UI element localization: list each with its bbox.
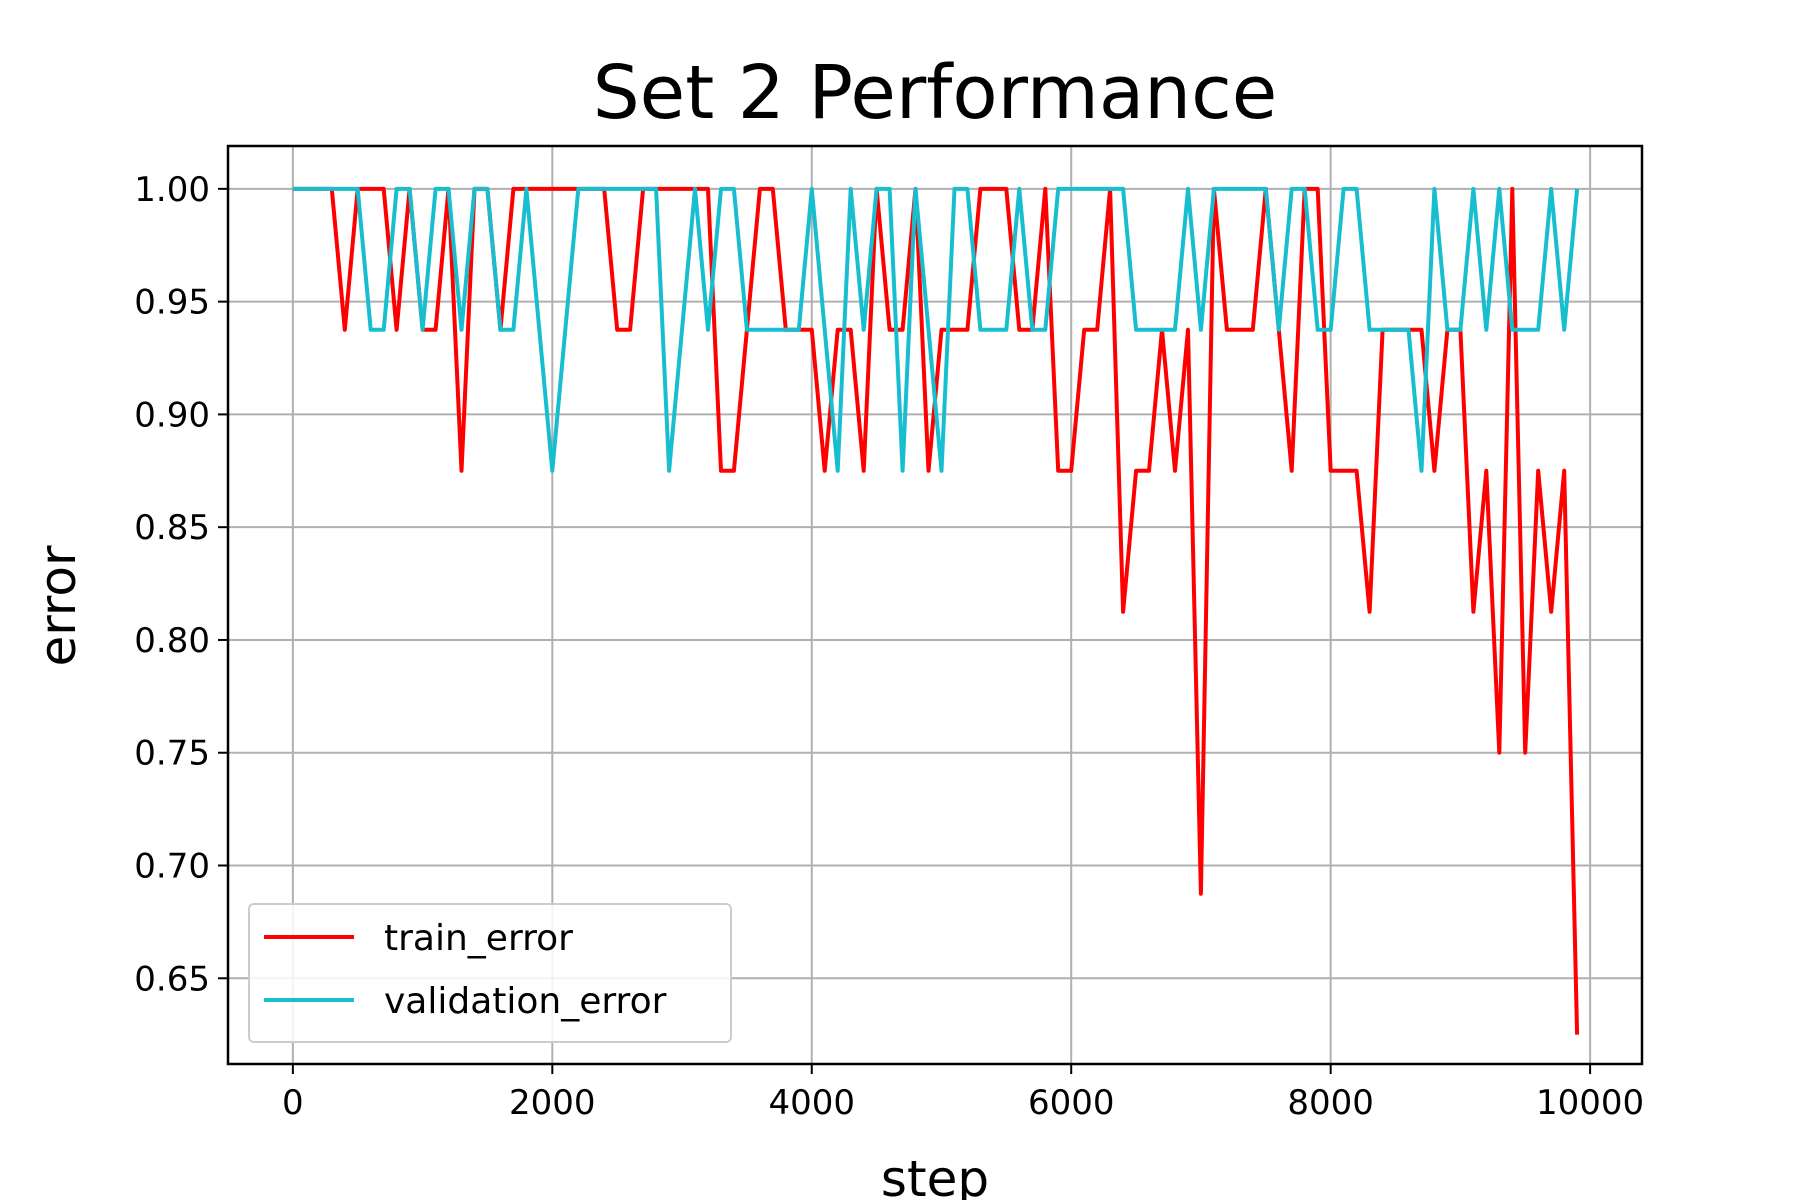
x-tick-label: 8000 [1287,1083,1374,1123]
x-tick-label: 4000 [768,1083,855,1123]
y-axis-label: error [29,545,87,666]
y-tick-label: 0.80 [134,621,210,661]
legend-label-train-error: train_error [384,918,573,959]
grid [228,146,1642,1064]
series-line-validation-error [292,186,1580,473]
y-tick-label: 0.90 [134,395,210,435]
plot-frame [226,144,1644,1066]
x-tick-label: 0 [282,1083,304,1123]
y-tick-label: 1.00 [134,170,210,210]
x-tick-label: 2000 [509,1083,596,1123]
y-tick-label: 0.65 [134,959,210,999]
chart-title: Set 2 Performance [593,50,1278,136]
y-tick-label: 0.70 [134,847,210,887]
x-tick-label: 10000 [1536,1083,1644,1123]
y-tick-label: 0.85 [134,508,210,548]
legend-label-validation-error: validation_error [384,981,667,1022]
axis-ticks: 0 2000 4000 6000 8000 10000 0.65 0.70 0.75 0.80 0.… [134,170,1644,1123]
legend: train_error validation_error [248,903,732,1043]
x-axis-label: step [881,1150,989,1200]
y-tick-label: 0.95 [134,283,210,323]
x-tick-label: 6000 [1028,1083,1115,1123]
y-tick-label: 0.75 [134,734,210,774]
legend-box [248,903,732,1043]
series-layer [292,186,1580,1035]
